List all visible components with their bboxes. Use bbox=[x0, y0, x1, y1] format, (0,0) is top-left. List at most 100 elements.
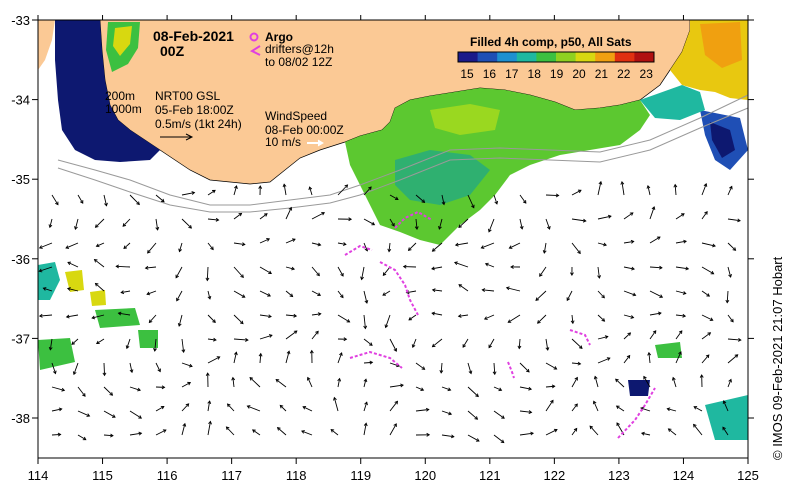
current-vector-head bbox=[205, 277, 210, 282]
current-vector bbox=[96, 338, 105, 344]
current-vector bbox=[71, 338, 79, 345]
lon-tick-label: 116 bbox=[157, 468, 178, 483]
east-cool-spot-core bbox=[710, 122, 735, 158]
lon-tick-label: 118 bbox=[286, 468, 307, 483]
current-vector-head bbox=[553, 428, 558, 433]
current-vector-head bbox=[526, 368, 530, 373]
current-vector bbox=[616, 405, 625, 412]
current-vector-head bbox=[308, 186, 313, 191]
current-vector bbox=[493, 434, 505, 443]
current-vector bbox=[539, 266, 547, 277]
current-vector-head bbox=[268, 270, 272, 275]
current-vector bbox=[441, 386, 451, 391]
current-vector-head bbox=[95, 340, 100, 345]
current-vector-head bbox=[178, 248, 182, 253]
current-vector bbox=[467, 386, 479, 397]
current-vector bbox=[233, 266, 244, 278]
current-vector bbox=[597, 242, 607, 246]
current-vector-head bbox=[519, 225, 524, 230]
current-vector bbox=[571, 314, 574, 324]
current-vector bbox=[441, 194, 445, 205]
current-vector bbox=[389, 423, 397, 436]
current-vector bbox=[129, 362, 133, 373]
current-vector bbox=[455, 242, 469, 246]
current-vector-head bbox=[157, 368, 161, 373]
current-vector bbox=[259, 334, 273, 340]
current-time-label: 05-Feb 18:00Z bbox=[155, 103, 234, 117]
current-vector bbox=[227, 403, 235, 412]
sw-teal-patch bbox=[38, 262, 60, 300]
current-vector bbox=[462, 338, 469, 348]
current-vector bbox=[726, 290, 729, 303]
current-vector-head bbox=[147, 249, 151, 254]
current-vector-head bbox=[216, 356, 221, 360]
current-vector-head bbox=[82, 393, 86, 397]
current-vector bbox=[623, 240, 634, 244]
current-vector-head bbox=[737, 218, 741, 223]
current-vector bbox=[73, 362, 79, 375]
current-vector bbox=[519, 386, 532, 390]
current-vector-head bbox=[387, 248, 392, 253]
current-vector-head bbox=[615, 378, 619, 383]
current-vector bbox=[571, 189, 582, 196]
current-vector-head bbox=[537, 320, 541, 324]
current-vector-head bbox=[393, 348, 397, 352]
current-vector bbox=[518, 338, 521, 349]
current-vector bbox=[301, 430, 313, 436]
west-warm-patch-core bbox=[113, 26, 132, 56]
current-vector bbox=[412, 338, 417, 348]
current-vector-head bbox=[475, 438, 480, 442]
sst-central-patch-cool bbox=[395, 150, 490, 205]
east-warm-water-hot bbox=[700, 22, 742, 68]
current-vector bbox=[337, 290, 344, 298]
current-vector bbox=[49, 218, 53, 228]
current-vector bbox=[96, 242, 105, 247]
current-vector-head bbox=[249, 376, 254, 381]
current-vector-head bbox=[321, 211, 326, 216]
current-vector-head bbox=[267, 293, 271, 297]
current-vector-head bbox=[646, 184, 651, 189]
current-vector-head bbox=[111, 414, 116, 418]
current-vector-head bbox=[95, 243, 100, 248]
current-vector-head bbox=[363, 325, 368, 330]
current-vector bbox=[545, 218, 551, 230]
current-vector bbox=[65, 242, 79, 249]
current-vector bbox=[74, 218, 79, 230]
current-vector bbox=[454, 262, 469, 268]
wind-label: WindSpeed bbox=[265, 109, 327, 123]
current-vector bbox=[361, 266, 365, 280]
lon-tick-label: 120 bbox=[414, 468, 436, 483]
current-vector bbox=[129, 194, 140, 205]
current-vector-head bbox=[616, 422, 620, 426]
drifter-track bbox=[617, 387, 656, 439]
current-vector-head bbox=[279, 404, 284, 409]
current-vector-head bbox=[371, 221, 376, 226]
current-vector-head bbox=[483, 316, 488, 320]
current-vector-head bbox=[448, 411, 453, 416]
current-vector bbox=[149, 314, 157, 323]
current-vector-head bbox=[330, 428, 335, 433]
current-scale-arrowhead bbox=[185, 133, 194, 141]
current-vector bbox=[307, 377, 313, 388]
current-vector bbox=[233, 185, 238, 196]
current-vector-head bbox=[38, 313, 43, 318]
current-vector-head bbox=[597, 275, 602, 279]
current-vector-head bbox=[48, 224, 53, 229]
current-vector-head bbox=[369, 360, 374, 365]
current-vector bbox=[519, 218, 523, 230]
current-vector-head bbox=[447, 387, 452, 392]
current-vector-head bbox=[241, 242, 246, 247]
current-vector-head bbox=[317, 242, 322, 247]
current-vector bbox=[519, 410, 532, 413]
colorbar-swatch bbox=[497, 52, 518, 62]
current-vector-head bbox=[528, 410, 533, 414]
current-vector bbox=[363, 186, 372, 196]
current-vector-head bbox=[79, 200, 84, 204]
current-vector bbox=[181, 192, 195, 196]
current-vector-head bbox=[91, 315, 96, 320]
current-vector bbox=[675, 314, 686, 317]
current-vector bbox=[727, 314, 734, 323]
current-vector bbox=[259, 353, 262, 364]
current-vector-head bbox=[500, 439, 505, 444]
